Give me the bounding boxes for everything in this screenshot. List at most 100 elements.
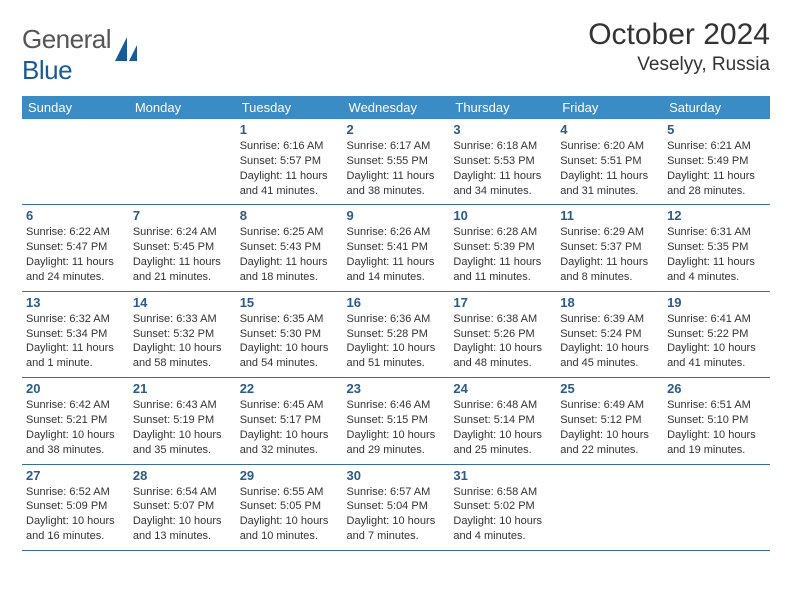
daylight-text: Daylight: 11 hours and 41 minutes. [240, 169, 339, 199]
daylight-text: Daylight: 10 hours and 19 minutes. [667, 428, 766, 458]
sunrise-text: Sunrise: 6:29 AM [560, 225, 659, 240]
logo-word-blue: Blue [22, 55, 72, 85]
daylight-text: Daylight: 11 hours and 38 minutes. [347, 169, 446, 199]
day-header: Thursday [449, 96, 556, 119]
sunset-text: Sunset: 5:35 PM [667, 240, 766, 255]
sunset-text: Sunset: 5:10 PM [667, 413, 766, 428]
daylight-text: Daylight: 10 hours and 32 minutes. [240, 428, 339, 458]
daylight-text: Daylight: 11 hours and 21 minutes. [133, 255, 232, 285]
day-header-row: SundayMondayTuesdayWednesdayThursdayFrid… [22, 96, 770, 119]
day-cell: 18Sunrise: 6:39 AMSunset: 5:24 PMDayligh… [556, 291, 663, 377]
sunset-text: Sunset: 5:12 PM [560, 413, 659, 428]
day-cell: 26Sunrise: 6:51 AMSunset: 5:10 PMDayligh… [663, 378, 770, 464]
sunrise-text: Sunrise: 6:28 AM [453, 225, 552, 240]
daylight-text: Daylight: 11 hours and 14 minutes. [347, 255, 446, 285]
day-cell: 15Sunrise: 6:35 AMSunset: 5:30 PMDayligh… [236, 291, 343, 377]
sunset-text: Sunset: 5:07 PM [133, 499, 232, 514]
day-number: 2 [347, 122, 446, 137]
daylight-text: Daylight: 10 hours and 38 minutes. [26, 428, 125, 458]
sunrise-text: Sunrise: 6:43 AM [133, 398, 232, 413]
sunrise-text: Sunrise: 6:22 AM [26, 225, 125, 240]
day-cell: 17Sunrise: 6:38 AMSunset: 5:26 PMDayligh… [449, 291, 556, 377]
daylight-text: Daylight: 11 hours and 11 minutes. [453, 255, 552, 285]
day-cell: 31Sunrise: 6:58 AMSunset: 5:02 PMDayligh… [449, 464, 556, 550]
day-number: 27 [26, 468, 125, 483]
sunset-text: Sunset: 5:32 PM [133, 327, 232, 342]
sunrise-text: Sunrise: 6:16 AM [240, 139, 339, 154]
sunset-text: Sunset: 5:19 PM [133, 413, 232, 428]
day-header: Tuesday [236, 96, 343, 119]
day-cell: 24Sunrise: 6:48 AMSunset: 5:14 PMDayligh… [449, 378, 556, 464]
day-cell: 13Sunrise: 6:32 AMSunset: 5:34 PMDayligh… [22, 291, 129, 377]
day-cell: 1Sunrise: 6:16 AMSunset: 5:57 PMDaylight… [236, 119, 343, 205]
sunset-text: Sunset: 5:24 PM [560, 327, 659, 342]
sunset-text: Sunset: 5:26 PM [453, 327, 552, 342]
daylight-text: Daylight: 11 hours and 1 minute. [26, 341, 125, 371]
sunrise-text: Sunrise: 6:58 AM [453, 485, 552, 500]
day-header: Friday [556, 96, 663, 119]
calendar-week-row: 20Sunrise: 6:42 AMSunset: 5:21 PMDayligh… [22, 378, 770, 464]
day-cell: 14Sunrise: 6:33 AMSunset: 5:32 PMDayligh… [129, 291, 236, 377]
daylight-text: Daylight: 10 hours and 54 minutes. [240, 341, 339, 371]
sunset-text: Sunset: 5:30 PM [240, 327, 339, 342]
day-cell: 20Sunrise: 6:42 AMSunset: 5:21 PMDayligh… [22, 378, 129, 464]
sunrise-text: Sunrise: 6:49 AM [560, 398, 659, 413]
sunrise-text: Sunrise: 6:35 AM [240, 312, 339, 327]
sunset-text: Sunset: 5:17 PM [240, 413, 339, 428]
daylight-text: Daylight: 10 hours and 13 minutes. [133, 514, 232, 544]
day-number: 18 [560, 295, 659, 310]
day-cell: 28Sunrise: 6:54 AMSunset: 5:07 PMDayligh… [129, 464, 236, 550]
day-cell: 22 Sunrise: 6:45 AMSunset: 5:17 PMDayligh… [236, 378, 343, 464]
day-number: 5 [667, 122, 766, 137]
sunset-text: Sunset: 5:02 PM [453, 499, 552, 514]
calendar-week-row: 6Sunrise: 6:22 AMSunset: 5:47 PMDaylight… [22, 205, 770, 291]
sunset-text: Sunset: 5:53 PM [453, 154, 552, 169]
day-number: 17 [453, 295, 552, 310]
sunset-text: Sunset: 5:28 PM [347, 327, 446, 342]
daylight-text: Daylight: 11 hours and 4 minutes. [667, 255, 766, 285]
day-cell: 12Sunrise: 6:31 AMSunset: 5:35 PMDayligh… [663, 205, 770, 291]
sunrise-text: Sunrise: 6:24 AM [133, 225, 232, 240]
sunset-text: Sunset: 5:34 PM [26, 327, 125, 342]
day-cell: 30Sunrise: 6:57 AMSunset: 5:04 PMDayligh… [343, 464, 450, 550]
sunrise-text: Sunrise: 6:45 AM [240, 398, 339, 413]
daylight-text: Daylight: 10 hours and 29 minutes. [347, 428, 446, 458]
sunrise-text: Sunrise: 6:55 AM [240, 485, 339, 500]
daylight-text: Daylight: 11 hours and 18 minutes. [240, 255, 339, 285]
sunset-text: Sunset: 5:04 PM [347, 499, 446, 514]
sail-icon [113, 35, 139, 70]
sunrise-text: Sunrise: 6:41 AM [667, 312, 766, 327]
day-number: 7 [133, 208, 232, 223]
day-cell: 6Sunrise: 6:22 AMSunset: 5:47 PMDaylight… [22, 205, 129, 291]
day-number: 21 [133, 381, 232, 396]
daylight-text: Daylight: 11 hours and 28 minutes. [667, 169, 766, 199]
day-number: 16 [347, 295, 446, 310]
day-number: 30 [347, 468, 446, 483]
sunrise-text: Sunrise: 6:57 AM [347, 485, 446, 500]
empty-cell [556, 464, 663, 550]
daylight-text: Daylight: 10 hours and 45 minutes. [560, 341, 659, 371]
daylight-text: Daylight: 10 hours and 51 minutes. [347, 341, 446, 371]
sunset-text: Sunset: 5:57 PM [240, 154, 339, 169]
day-cell: 16Sunrise: 6:36 AMSunset: 5:28 PMDayligh… [343, 291, 450, 377]
brand-logo: General Blue [22, 24, 139, 86]
day-cell: 21Sunrise: 6:43 AMSunset: 5:19 PMDayligh… [129, 378, 236, 464]
sunrise-text: Sunrise: 6:42 AM [26, 398, 125, 413]
day-header: Sunday [22, 96, 129, 119]
day-number: 10 [453, 208, 552, 223]
sunset-text: Sunset: 5:55 PM [347, 154, 446, 169]
day-cell: 29Sunrise: 6:55 AMSunset: 5:05 PMDayligh… [236, 464, 343, 550]
sunset-text: Sunset: 5:41 PM [347, 240, 446, 255]
day-header: Monday [129, 96, 236, 119]
sunset-text: Sunset: 5:14 PM [453, 413, 552, 428]
day-number: 23 [347, 381, 446, 396]
day-cell: 2Sunrise: 6:17 AMSunset: 5:55 PMDaylight… [343, 119, 450, 205]
sunset-text: Sunset: 5:39 PM [453, 240, 552, 255]
day-cell: 4Sunrise: 6:20 AMSunset: 5:51 PMDaylight… [556, 119, 663, 205]
sunrise-text: Sunrise: 6:38 AM [453, 312, 552, 327]
empty-cell [663, 464, 770, 550]
sunrise-text: Sunrise: 6:51 AM [667, 398, 766, 413]
day-number: 22 [240, 381, 339, 396]
daylight-text: Daylight: 10 hours and 22 minutes. [560, 428, 659, 458]
month-title: October 2024 [588, 18, 770, 52]
